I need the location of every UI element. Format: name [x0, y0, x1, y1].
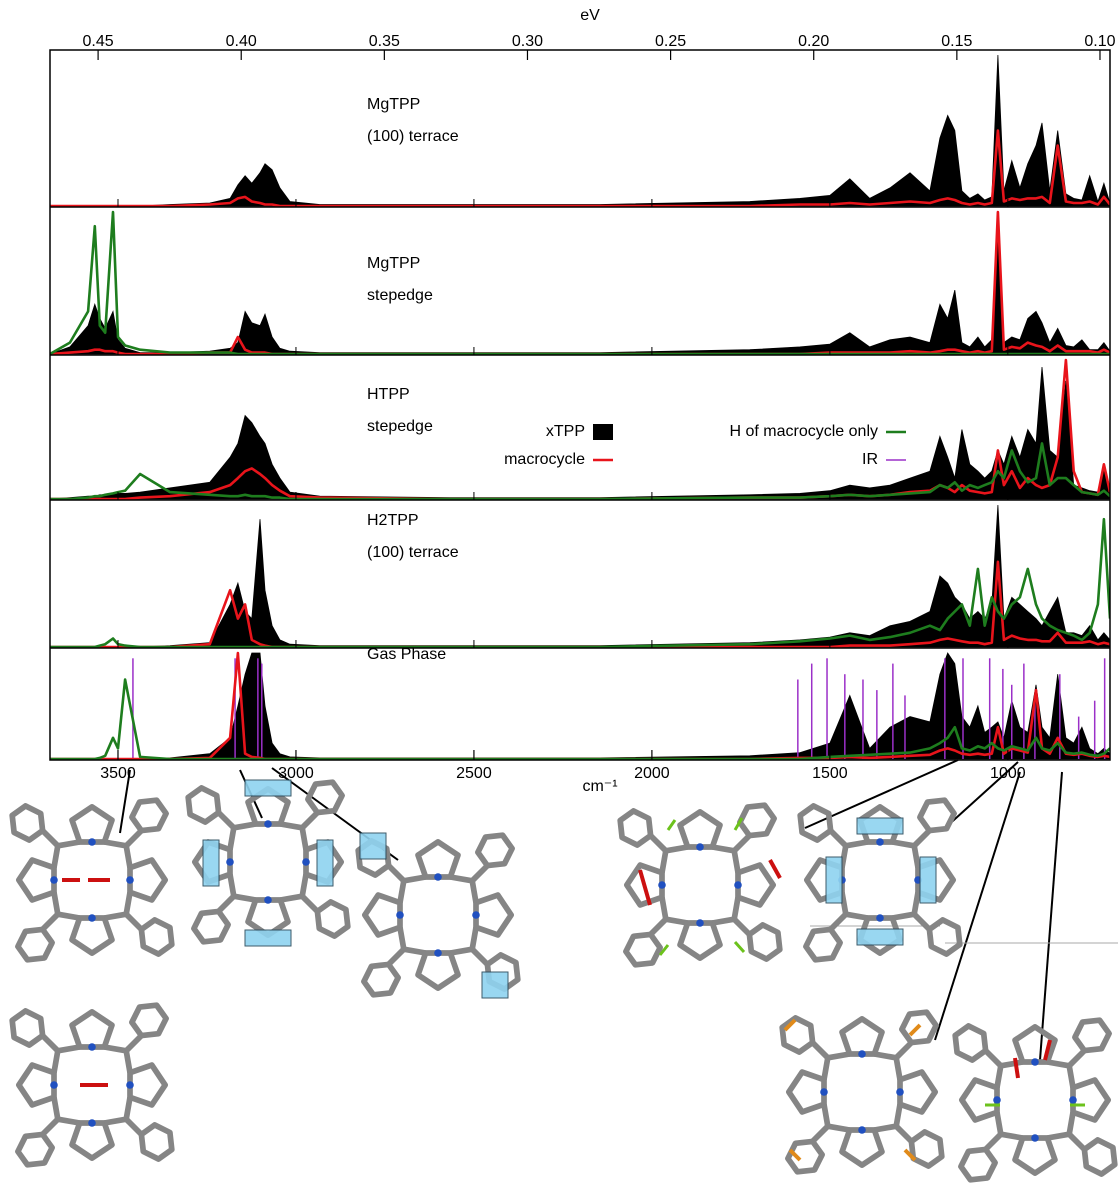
x-tick-label: 2500: [456, 765, 492, 782]
x2-tick-label: 0.45: [83, 33, 114, 50]
x2-axis-title: eV: [580, 7, 600, 24]
panel-label: HTPP: [367, 386, 410, 403]
x2-tick-label: 0.10: [1084, 33, 1115, 50]
series-group: [50, 505, 1110, 647]
panel-label: stepedge: [367, 418, 433, 435]
panel-label: (100) terrace: [367, 544, 459, 561]
x2-tick-label: 0.35: [369, 33, 400, 50]
x-tick-label: 1000: [990, 765, 1026, 782]
x2-tick-label: 0.25: [655, 33, 686, 50]
plot-area: MgTPP (100) terrace MgTPP stepedge HTPP stepe…: [50, 7, 1116, 795]
series-group: [50, 653, 1110, 759]
legend-label: xTPP: [546, 423, 585, 440]
panel-label: stepedge: [367, 287, 433, 304]
legend-label: IR: [862, 451, 878, 468]
x-tick-label: 2000: [634, 765, 670, 782]
x2-tick-label: 0.15: [941, 33, 972, 50]
panel: Gas Phase: [50, 646, 1110, 759]
legend-label: H of macrocycle only: [730, 423, 879, 440]
spectrum-area: [50, 55, 1110, 206]
x2-tick-label: 0.30: [512, 33, 543, 50]
panel: MgTPP (100) terrace: [50, 55, 1110, 207]
panel-label: H2TPP: [367, 512, 419, 529]
figure: MgTPP (100) terrace MgTPP stepedge HTPP stepe…: [0, 0, 1118, 1184]
x-tick-label: 3500: [100, 765, 136, 782]
legend-label: macrocycle: [504, 451, 585, 468]
molecule-illustrations: [12, 760, 1118, 1180]
x2-tick-label: 0.40: [226, 33, 257, 50]
panel-label: (100) terrace: [367, 128, 459, 145]
spectrum-area: [50, 212, 1110, 354]
legend-swatch: [593, 424, 613, 440]
x-tick-label: 3000: [278, 765, 314, 782]
series-group: [50, 55, 1110, 206]
panel: MgTPP stepedge: [50, 212, 1110, 355]
panel-label: MgTPP: [367, 96, 420, 113]
panel-label: Gas Phase: [367, 646, 446, 663]
x-tick-label: 1500: [812, 765, 848, 782]
spectrum-area: [50, 505, 1110, 647]
x-axis-title: cm⁻¹: [582, 778, 617, 795]
panel-label: MgTPP: [367, 255, 420, 272]
series-group: [50, 212, 1110, 354]
x2-tick-label: 0.20: [798, 33, 829, 50]
panel: H2TPP (100) terrace: [50, 505, 1110, 648]
spectrum-area: [50, 653, 1110, 759]
